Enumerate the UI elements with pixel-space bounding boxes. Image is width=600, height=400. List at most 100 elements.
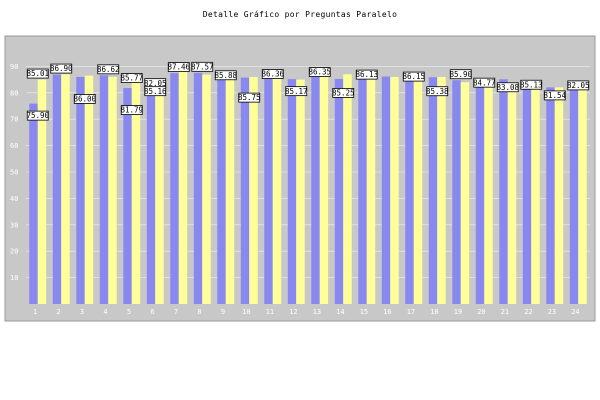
y-tick-label: 40 bbox=[10, 195, 18, 203]
bar-series-b bbox=[507, 82, 517, 305]
x-tick-label: 8 bbox=[197, 308, 201, 316]
bar-series-b bbox=[343, 74, 352, 304]
data-label: 75.90 bbox=[26, 111, 49, 120]
x-tick-label: 4 bbox=[103, 308, 107, 316]
bar-series-b bbox=[155, 87, 164, 304]
data-label: 82.05 bbox=[567, 81, 590, 90]
y-tick-label: 30 bbox=[10, 221, 18, 229]
data-label: 85.77 bbox=[120, 74, 143, 83]
bar-series-a bbox=[522, 88, 532, 304]
data-label: 86.35 bbox=[308, 68, 331, 77]
bar-series-a bbox=[123, 88, 132, 304]
bar-series-b bbox=[61, 74, 70, 304]
bar-series-b bbox=[554, 87, 564, 304]
x-tick-label: 5 bbox=[127, 308, 131, 316]
bar-series-a bbox=[452, 80, 461, 304]
bar-series-b bbox=[108, 76, 117, 305]
data-label-box bbox=[261, 69, 284, 79]
x-tick-label: 15 bbox=[360, 308, 368, 316]
bar-series-b bbox=[413, 79, 423, 304]
y-tick-label: 10 bbox=[10, 274, 18, 282]
bar-series-b bbox=[366, 79, 376, 304]
data-label: 85.75 bbox=[238, 93, 261, 102]
data-label: 85.01 bbox=[26, 69, 49, 78]
bar-series-a bbox=[358, 76, 367, 305]
bar-series-a bbox=[264, 76, 273, 304]
bar-series-a bbox=[170, 73, 179, 305]
data-label: 85.90 bbox=[449, 70, 472, 79]
bar-series-a bbox=[287, 79, 297, 304]
x-tick-label: 11 bbox=[266, 308, 274, 316]
bar-series-a bbox=[334, 78, 344, 304]
data-label-box bbox=[449, 69, 472, 80]
chart-title: Detalle Gráfico por Preguntas Paralelo bbox=[202, 10, 398, 19]
data-label-box bbox=[285, 86, 308, 97]
data-label: 86.13 bbox=[355, 70, 378, 79]
data-label: 85.13 bbox=[520, 80, 543, 89]
data-label-box bbox=[520, 79, 543, 90]
bar-series-b bbox=[202, 74, 211, 304]
data-label: 85.88 bbox=[214, 71, 237, 80]
data-label: 85.38 bbox=[426, 87, 449, 96]
bar-series-a bbox=[381, 76, 391, 305]
bar-series-a bbox=[311, 76, 320, 304]
data-label-box bbox=[214, 70, 237, 81]
data-label: 86.36 bbox=[261, 70, 284, 79]
bar-series-a bbox=[405, 78, 414, 304]
x-tick-label: 9 bbox=[221, 308, 225, 316]
bar-series-b bbox=[531, 87, 540, 305]
data-label: 86.00 bbox=[73, 95, 96, 104]
bar-series-a bbox=[475, 84, 485, 305]
data-label-box bbox=[426, 86, 449, 97]
data-label: 85.16 bbox=[144, 87, 167, 96]
bar-series-b bbox=[460, 82, 470, 305]
y-tick-label: 90 bbox=[10, 63, 18, 71]
x-tick-label: 3 bbox=[80, 308, 84, 316]
data-label-box bbox=[238, 92, 261, 103]
data-label-box bbox=[191, 61, 214, 72]
data-label-box bbox=[332, 88, 355, 98]
bar-series-b bbox=[390, 76, 399, 305]
data-label: 84.77 bbox=[473, 78, 496, 87]
data-label-box bbox=[73, 94, 96, 104]
bar-series-a bbox=[52, 74, 62, 304]
bar-series-a bbox=[217, 77, 226, 305]
x-tick-label: 7 bbox=[174, 308, 178, 316]
x-tick-label: 18 bbox=[430, 308, 438, 316]
bar-series-b bbox=[37, 79, 47, 304]
data-label-box bbox=[308, 67, 331, 77]
bar-series-b bbox=[84, 75, 94, 304]
data-label-box bbox=[567, 80, 590, 91]
bar-series-a bbox=[499, 79, 508, 304]
x-tick-label: 23 bbox=[548, 308, 556, 316]
x-tick-label: 10 bbox=[242, 308, 250, 316]
data-label-box bbox=[144, 86, 167, 97]
data-label: 86.62 bbox=[97, 65, 120, 74]
x-tick-label: 1 bbox=[33, 308, 37, 316]
data-label-box bbox=[402, 71, 425, 82]
bar-series-b bbox=[131, 77, 141, 304]
x-tick-label: 6 bbox=[150, 308, 154, 316]
bar-series-a bbox=[146, 79, 156, 304]
bar-series-b bbox=[296, 79, 305, 304]
x-tick-label: 2 bbox=[56, 308, 60, 316]
x-tick-label: 21 bbox=[501, 308, 509, 316]
data-label: 83.08 bbox=[496, 83, 519, 92]
data-label: 82.05 bbox=[144, 79, 167, 88]
x-tick-label: 17 bbox=[407, 308, 415, 316]
bar-series-b bbox=[225, 79, 235, 304]
data-label-box bbox=[120, 73, 143, 83]
x-tick-label: 16 bbox=[383, 308, 391, 316]
y-tick-label: 80 bbox=[10, 89, 18, 97]
bar-series-a bbox=[428, 77, 438, 304]
bar-series-a bbox=[76, 76, 85, 305]
bar-series-a bbox=[569, 87, 579, 304]
data-label-box bbox=[496, 82, 519, 93]
data-label-box bbox=[97, 64, 120, 75]
y-tick-label: 20 bbox=[10, 248, 18, 256]
x-tick-label: 24 bbox=[571, 308, 579, 316]
bar-series-b bbox=[178, 71, 188, 305]
data-label: 81.79 bbox=[120, 106, 143, 115]
bar-series-a bbox=[240, 77, 250, 305]
data-label-box bbox=[26, 68, 49, 79]
